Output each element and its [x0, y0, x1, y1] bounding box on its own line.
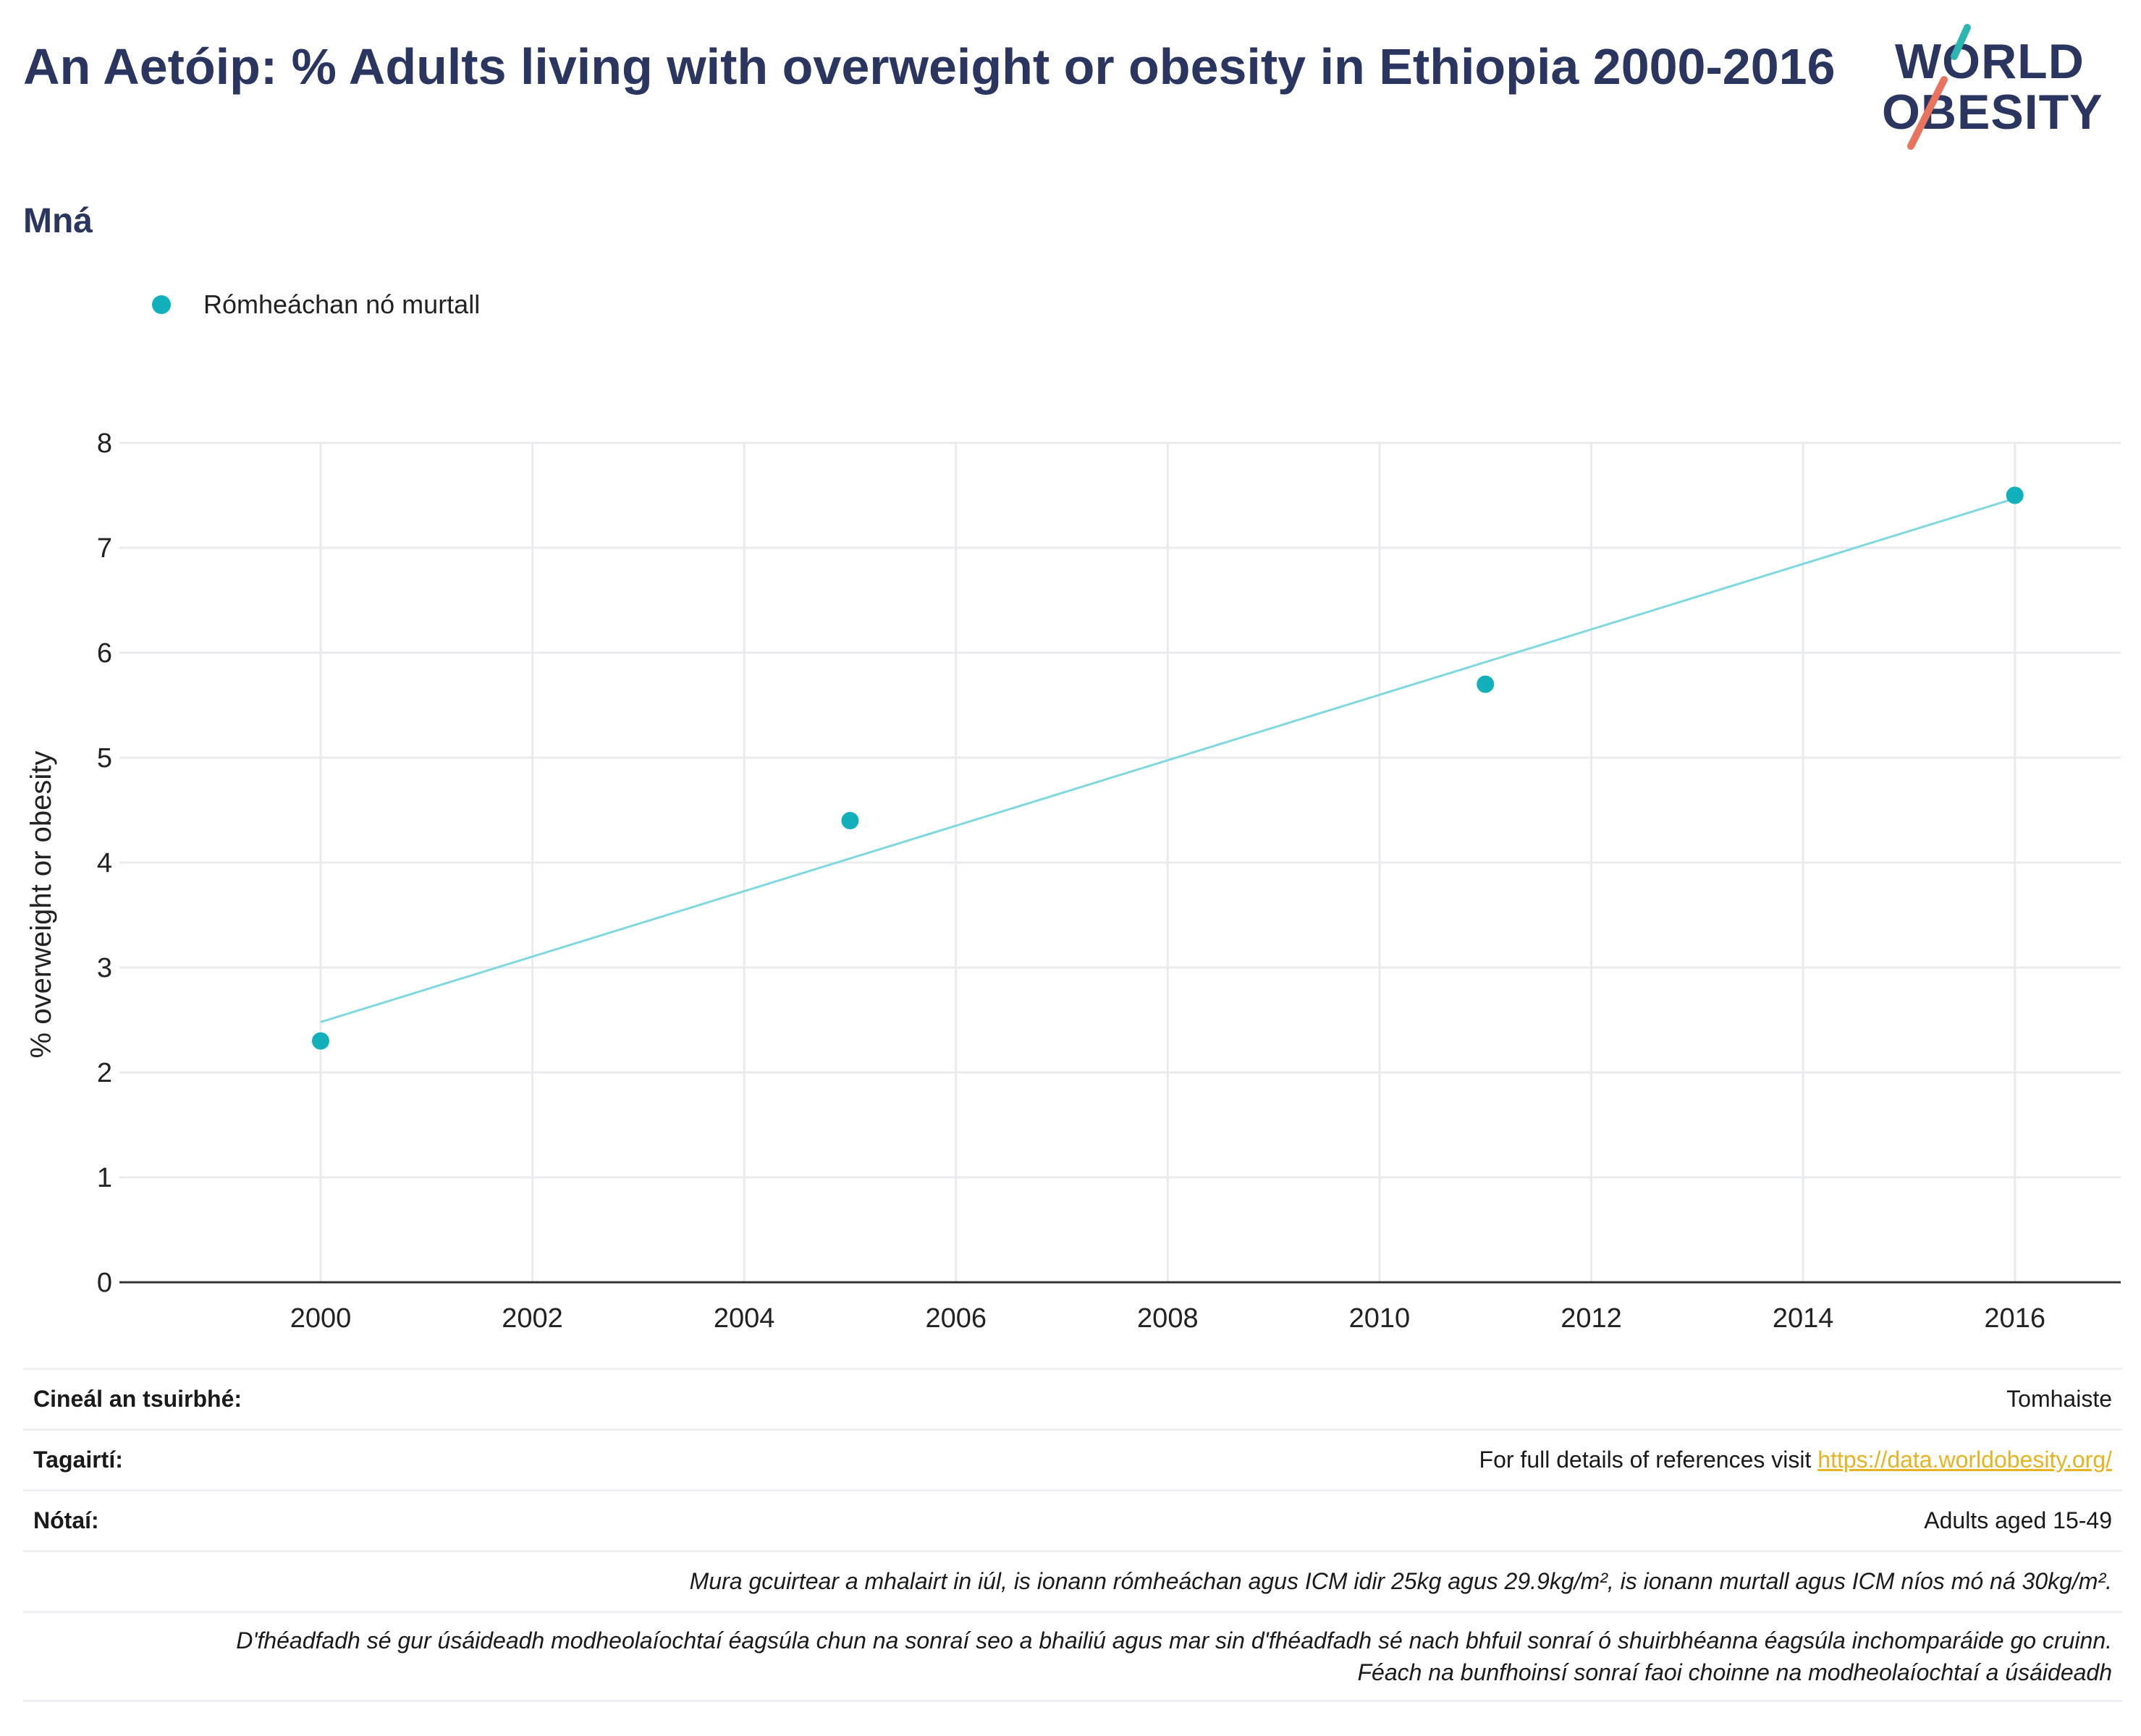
bmi-note-row: Mura gcuirtear a mhalairt in iúl, is ion…: [23, 1550, 2122, 1611]
x-tick-label: 2008: [1137, 1303, 1199, 1334]
references-link[interactable]: https://data.worldobesity.org/: [1817, 1447, 2112, 1473]
legend-marker-icon: [152, 295, 171, 314]
data-point: [311, 1032, 329, 1050]
legend[interactable]: Rómheáchan nó murtall: [152, 289, 480, 320]
data-point: [1477, 675, 1495, 693]
x-tick-label: 2000: [290, 1303, 352, 1334]
chart-subtitle: Mná: [23, 202, 93, 240]
gridlines: [119, 441, 2121, 1282]
logo-slash-icon: [1907, 24, 1971, 150]
x-tick-label: 2010: [1349, 1303, 1411, 1334]
references-value: For full details of references visit htt…: [1479, 1447, 2112, 1473]
y-tick-label: 8: [97, 428, 112, 459]
x-tick-label: 2012: [1561, 1303, 1622, 1334]
y-tick-label: 6: [97, 638, 112, 669]
legend-label: Rómheáchan nó murtall: [203, 289, 481, 319]
x-tick-label: 2016: [1984, 1303, 2045, 1334]
y-tick-label: 7: [97, 533, 112, 564]
data-point: [2006, 486, 2024, 504]
y-tick-label: 1: [97, 1163, 112, 1193]
y-tick-label: 4: [97, 848, 112, 878]
method-note: D'fhéadfadh sé gur úsáideadh modheolaíoc…: [236, 1625, 2112, 1688]
method-note-line-2: Féach na bunfhoinsí sonraí faoi choinne …: [1357, 1659, 2112, 1685]
data-point: [841, 812, 859, 829]
survey-type-row: Cineál an tsuirbhé: Tomhaiste: [23, 1368, 2122, 1428]
y-tick-label: 3: [97, 953, 112, 983]
notes-row: Nótaí: Adults aged 15-49: [23, 1489, 2122, 1550]
notes-table: Cineál an tsuirbhé: Tomhaiste Tagairtí: …: [23, 1368, 2122, 1702]
axes: 0 1 2 3 4 5 6 7 8 2000 2002 2004 2006 2008 2010 2012 201…: [97, 428, 2121, 1334]
method-note-line-1: D'fhéadfadh sé gur úsáideadh modheolaíoc…: [236, 1627, 2112, 1654]
notes-value: Adults aged 15-49: [1924, 1507, 2112, 1533]
y-tick-label: 0: [97, 1268, 112, 1298]
method-note-row: D'fhéadfadh sé gur úsáideadh modheolaíoc…: [23, 1611, 2122, 1702]
chart-title: An Aetóip: % Adults living with overweig…: [23, 38, 1836, 95]
y-tick-label: 2: [97, 1058, 112, 1088]
survey-type-value: Tomhaiste: [2006, 1386, 2112, 1412]
logo-word-world: WORLD: [1895, 34, 2085, 89]
x-tick-label: 2002: [502, 1303, 563, 1334]
x-tick-label: 2004: [714, 1303, 775, 1334]
y-axis-label: % overweight or obesity: [25, 751, 57, 1059]
y-tick-label: 5: [97, 743, 112, 774]
x-tick-label: 2006: [925, 1303, 987, 1334]
world-obesity-logo: WORLD OBESITY: [1882, 22, 2128, 152]
survey-type-label: Cineál an tsuirbhé:: [33, 1386, 242, 1412]
bmi-note: Mura gcuirtear a mhalairt in iúl, is ion…: [689, 1568, 2112, 1594]
x-tick-label: 2014: [1773, 1303, 1834, 1334]
notes-label: Nótaí:: [33, 1507, 99, 1533]
references-label: Tagairtí:: [33, 1447, 123, 1473]
data-points: [311, 486, 2024, 1050]
references-row: Tagairtí: For full details of references…: [23, 1428, 2122, 1489]
trendline-group: [320, 497, 2016, 1023]
trendline: [320, 497, 2016, 1023]
chart-plot: 0 1 2 3 4 5 6 7 8 2000 2002 2004 2006 2008 2010 2012 201…: [25, 428, 2121, 1334]
references-text: For full details of references visit: [1479, 1447, 1818, 1473]
